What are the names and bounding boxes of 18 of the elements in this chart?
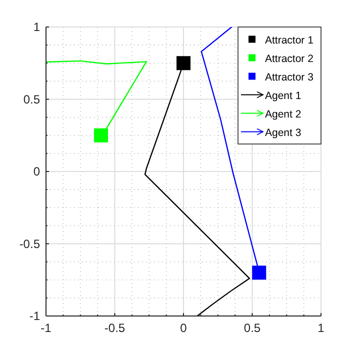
legend-label: Agent 3 <box>265 126 302 139</box>
point <box>252 266 266 280</box>
x-tick-label: -0.5 <box>104 321 126 335</box>
legend-label: Agent 2 <box>265 108 302 120</box>
y-tick-label: 0 <box>33 164 40 178</box>
point <box>94 128 108 142</box>
x-tick-label: 0.5 <box>244 321 261 335</box>
y-tick-label: 1 <box>33 20 40 34</box>
y-tick-label: 0.5 <box>23 92 40 106</box>
x-tick-label: 1 <box>318 321 325 335</box>
point <box>176 56 190 70</box>
x-tick-label: 0 <box>180 321 188 335</box>
y-tick-label: -1 <box>29 309 40 323</box>
legend-label: Attractor 1 <box>265 34 314 46</box>
legend-label: Attractor 3 <box>265 71 314 84</box>
y-tick-label: -0.5 <box>19 236 40 251</box>
legend-label: Attractor 2 <box>265 52 314 65</box>
legend-label: Agent 1 <box>265 90 302 102</box>
